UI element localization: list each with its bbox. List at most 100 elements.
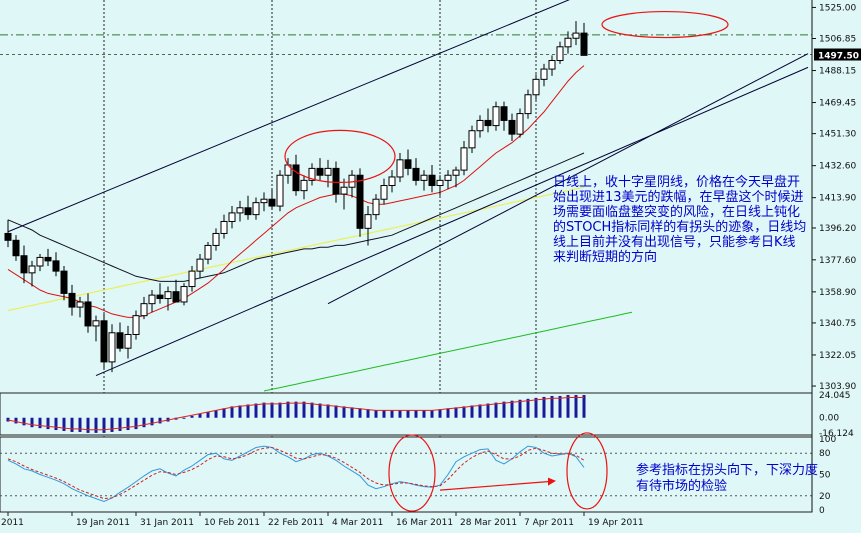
candle — [556, 41, 564, 64]
macd-bar — [542, 396, 546, 418]
macd-signal-line — [7, 397, 584, 431]
candle — [196, 254, 204, 278]
candle — [148, 289, 156, 313]
macd-bar — [494, 402, 498, 418]
macd-bar — [14, 417, 18, 424]
candle-body-up — [444, 174, 452, 181]
candle-body-up — [76, 301, 84, 308]
candle-body-down — [172, 291, 180, 303]
macd-bar — [374, 410, 378, 418]
candle-body-up — [460, 147, 468, 171]
candle — [36, 254, 44, 272]
candle-body-up — [372, 198, 380, 216]
candle — [28, 260, 36, 287]
macd-bar — [278, 402, 282, 418]
moving-average-yellow — [7, 186, 585, 312]
candle — [484, 108, 492, 133]
price-tick-label: 1451.30 — [819, 130, 856, 140]
candle-body-up — [364, 214, 372, 229]
macd-bar — [398, 410, 402, 418]
macd-bar — [470, 405, 474, 418]
date-tick-label: 19 Apr 2011 — [588, 518, 644, 528]
candle — [564, 31, 572, 54]
macd-bar — [270, 402, 274, 418]
marker-ellipse-march-top — [284, 129, 396, 184]
candle — [380, 178, 388, 205]
candle-body-down — [508, 119, 516, 135]
candle — [92, 315, 100, 342]
candle-body-up — [532, 78, 540, 96]
macd-bar — [534, 397, 538, 418]
current-price-badge — [814, 48, 861, 61]
candle-body-up — [540, 68, 548, 80]
candle — [12, 235, 20, 261]
candle — [476, 115, 484, 138]
stoch-k-line — [7, 445, 585, 503]
daily-comment-line: 来判断短期的方向 — [553, 249, 657, 265]
candle-body-up — [556, 46, 564, 62]
price-tick-label: 1358.90 — [819, 288, 856, 298]
current-price-label: 1497.50 — [818, 52, 859, 62]
candle-body-down — [44, 256, 52, 262]
candle-body-up — [140, 303, 148, 317]
daily-comment-line: 线上目前并没有出现信号，只能参考日K线 — [553, 234, 796, 250]
price-tick-label: 1469.45 — [819, 99, 856, 109]
macd-bar — [334, 405, 338, 418]
candle-body-up — [548, 60, 556, 70]
macd-bar — [46, 417, 50, 430]
price-tick-label: 1396.20 — [819, 224, 856, 234]
macd-bar — [558, 395, 562, 418]
candle-body-down — [292, 164, 300, 192]
candle — [516, 108, 524, 138]
macd-bar — [70, 417, 74, 432]
moving-average-layer — [7, 65, 633, 392]
date-tick-label: 10 Feb 2011 — [204, 518, 260, 528]
candle-body-down — [84, 301, 92, 327]
candle-body-up — [236, 207, 244, 214]
candle — [356, 168, 364, 237]
price-tick-label: 1488.15 — [819, 67, 856, 77]
candle — [276, 170, 284, 212]
candle — [52, 252, 60, 277]
candle-body-up — [228, 212, 236, 222]
candle — [452, 166, 460, 188]
macd-bar — [382, 410, 386, 418]
candle — [324, 159, 332, 188]
macd-bar — [422, 410, 426, 418]
candle-body-up — [468, 130, 476, 149]
marker-arrow-head — [548, 477, 556, 486]
date-tick-label: 7 Apr 2011 — [524, 518, 574, 528]
candle-body-down — [412, 167, 420, 181]
candle — [124, 325, 132, 359]
macd-bar — [342, 406, 346, 418]
candle — [532, 74, 540, 100]
candle-body-up — [420, 174, 428, 181]
candle — [204, 242, 212, 265]
macd-bar — [510, 400, 514, 418]
candle-body-up — [132, 315, 140, 335]
macd-panel-frame — [0, 392, 813, 436]
macd-bar — [110, 417, 114, 432]
candle — [372, 194, 380, 220]
candle — [492, 101, 500, 131]
macd-bar — [294, 401, 298, 418]
candle-body-up — [476, 119, 484, 132]
macd-bar — [438, 409, 442, 418]
annotation-text-layer: 日线上，收十字星阴线，价格在今天早盘开始出现进13美元的跌幅，在早盘这个时候进场… — [553, 174, 818, 494]
candle — [188, 265, 196, 292]
stoch-tick-label: 100 — [819, 435, 836, 445]
candle-body-down — [316, 167, 324, 176]
macd-bar — [446, 408, 450, 418]
price-tick-label: 1340.75 — [819, 319, 856, 329]
candle — [396, 152, 404, 183]
candle-body-up — [516, 113, 524, 135]
macd-bar — [318, 403, 322, 418]
candle-body-up — [300, 179, 308, 192]
candle — [268, 188, 276, 210]
candle — [212, 228, 220, 251]
moving-average-green — [263, 311, 633, 392]
macd-bar — [150, 417, 154, 426]
candle — [44, 248, 52, 266]
candle-body-down — [156, 294, 164, 300]
macd-bar — [134, 417, 138, 430]
